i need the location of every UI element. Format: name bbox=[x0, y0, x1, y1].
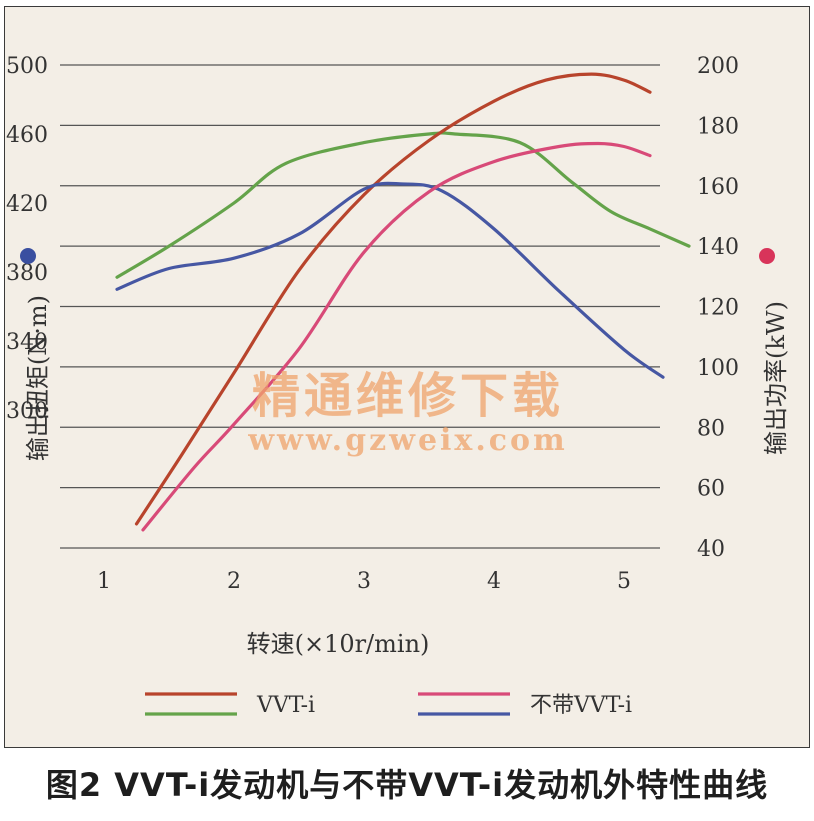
x-tick-label: 4 bbox=[487, 569, 501, 594]
right-tick-label: 60 bbox=[697, 477, 725, 502]
x-tick-label: 1 bbox=[97, 569, 111, 594]
x-tick-label: 5 bbox=[617, 569, 631, 594]
right-tick-label: 120 bbox=[697, 296, 739, 321]
figure-caption: 图2 VVT-i发动机与不带VVT-i发动机外特性曲线 bbox=[45, 766, 769, 804]
series-line-torque-vvti bbox=[115, 131, 691, 279]
series-line-torque-no-vvti bbox=[115, 181, 665, 379]
left-axis-marker bbox=[20, 248, 36, 264]
left-axis-label: 输出扭矩(N·m) bbox=[24, 295, 52, 461]
left-tick-label: 380 bbox=[6, 261, 48, 286]
series-line-power-no-vvti bbox=[141, 141, 652, 532]
right-tick-label: 80 bbox=[697, 416, 725, 441]
right-tick-label: 140 bbox=[697, 235, 739, 260]
series-line-power-vvti bbox=[134, 72, 652, 526]
chart-frame bbox=[4, 6, 810, 748]
right-tick-label: 100 bbox=[697, 356, 739, 381]
x-tick-label: 2 bbox=[227, 569, 241, 594]
right-tick-label: 40 bbox=[697, 537, 725, 562]
watermark-title: 精通维修下载 bbox=[252, 368, 564, 424]
left-tick-label: 460 bbox=[6, 123, 48, 148]
left-tick-label: 420 bbox=[6, 192, 48, 217]
chart: 40 60 80 100 120 140 160 180 200 300 340 380 420 460 5… bbox=[6, 54, 790, 718]
left-tick-label: 500 bbox=[6, 54, 48, 79]
right-tick-label: 200 bbox=[697, 54, 739, 79]
right-tick-label: 160 bbox=[697, 175, 739, 200]
left-tick-label: 340 bbox=[6, 330, 48, 355]
legend-label: 不带VVT-i bbox=[530, 693, 632, 718]
right-axis-marker bbox=[759, 248, 775, 264]
x-tick-label: 3 bbox=[357, 569, 371, 594]
right-axis-label: 输出功率(kW) bbox=[762, 301, 790, 455]
left-tick-label: 300 bbox=[6, 399, 48, 424]
x-axis-label: 转速(×10r/min) bbox=[247, 630, 430, 658]
right-tick-label: 180 bbox=[697, 114, 739, 139]
legend-label: VVT-i bbox=[256, 693, 315, 718]
watermark-url: www.gzweix.com bbox=[247, 423, 568, 458]
